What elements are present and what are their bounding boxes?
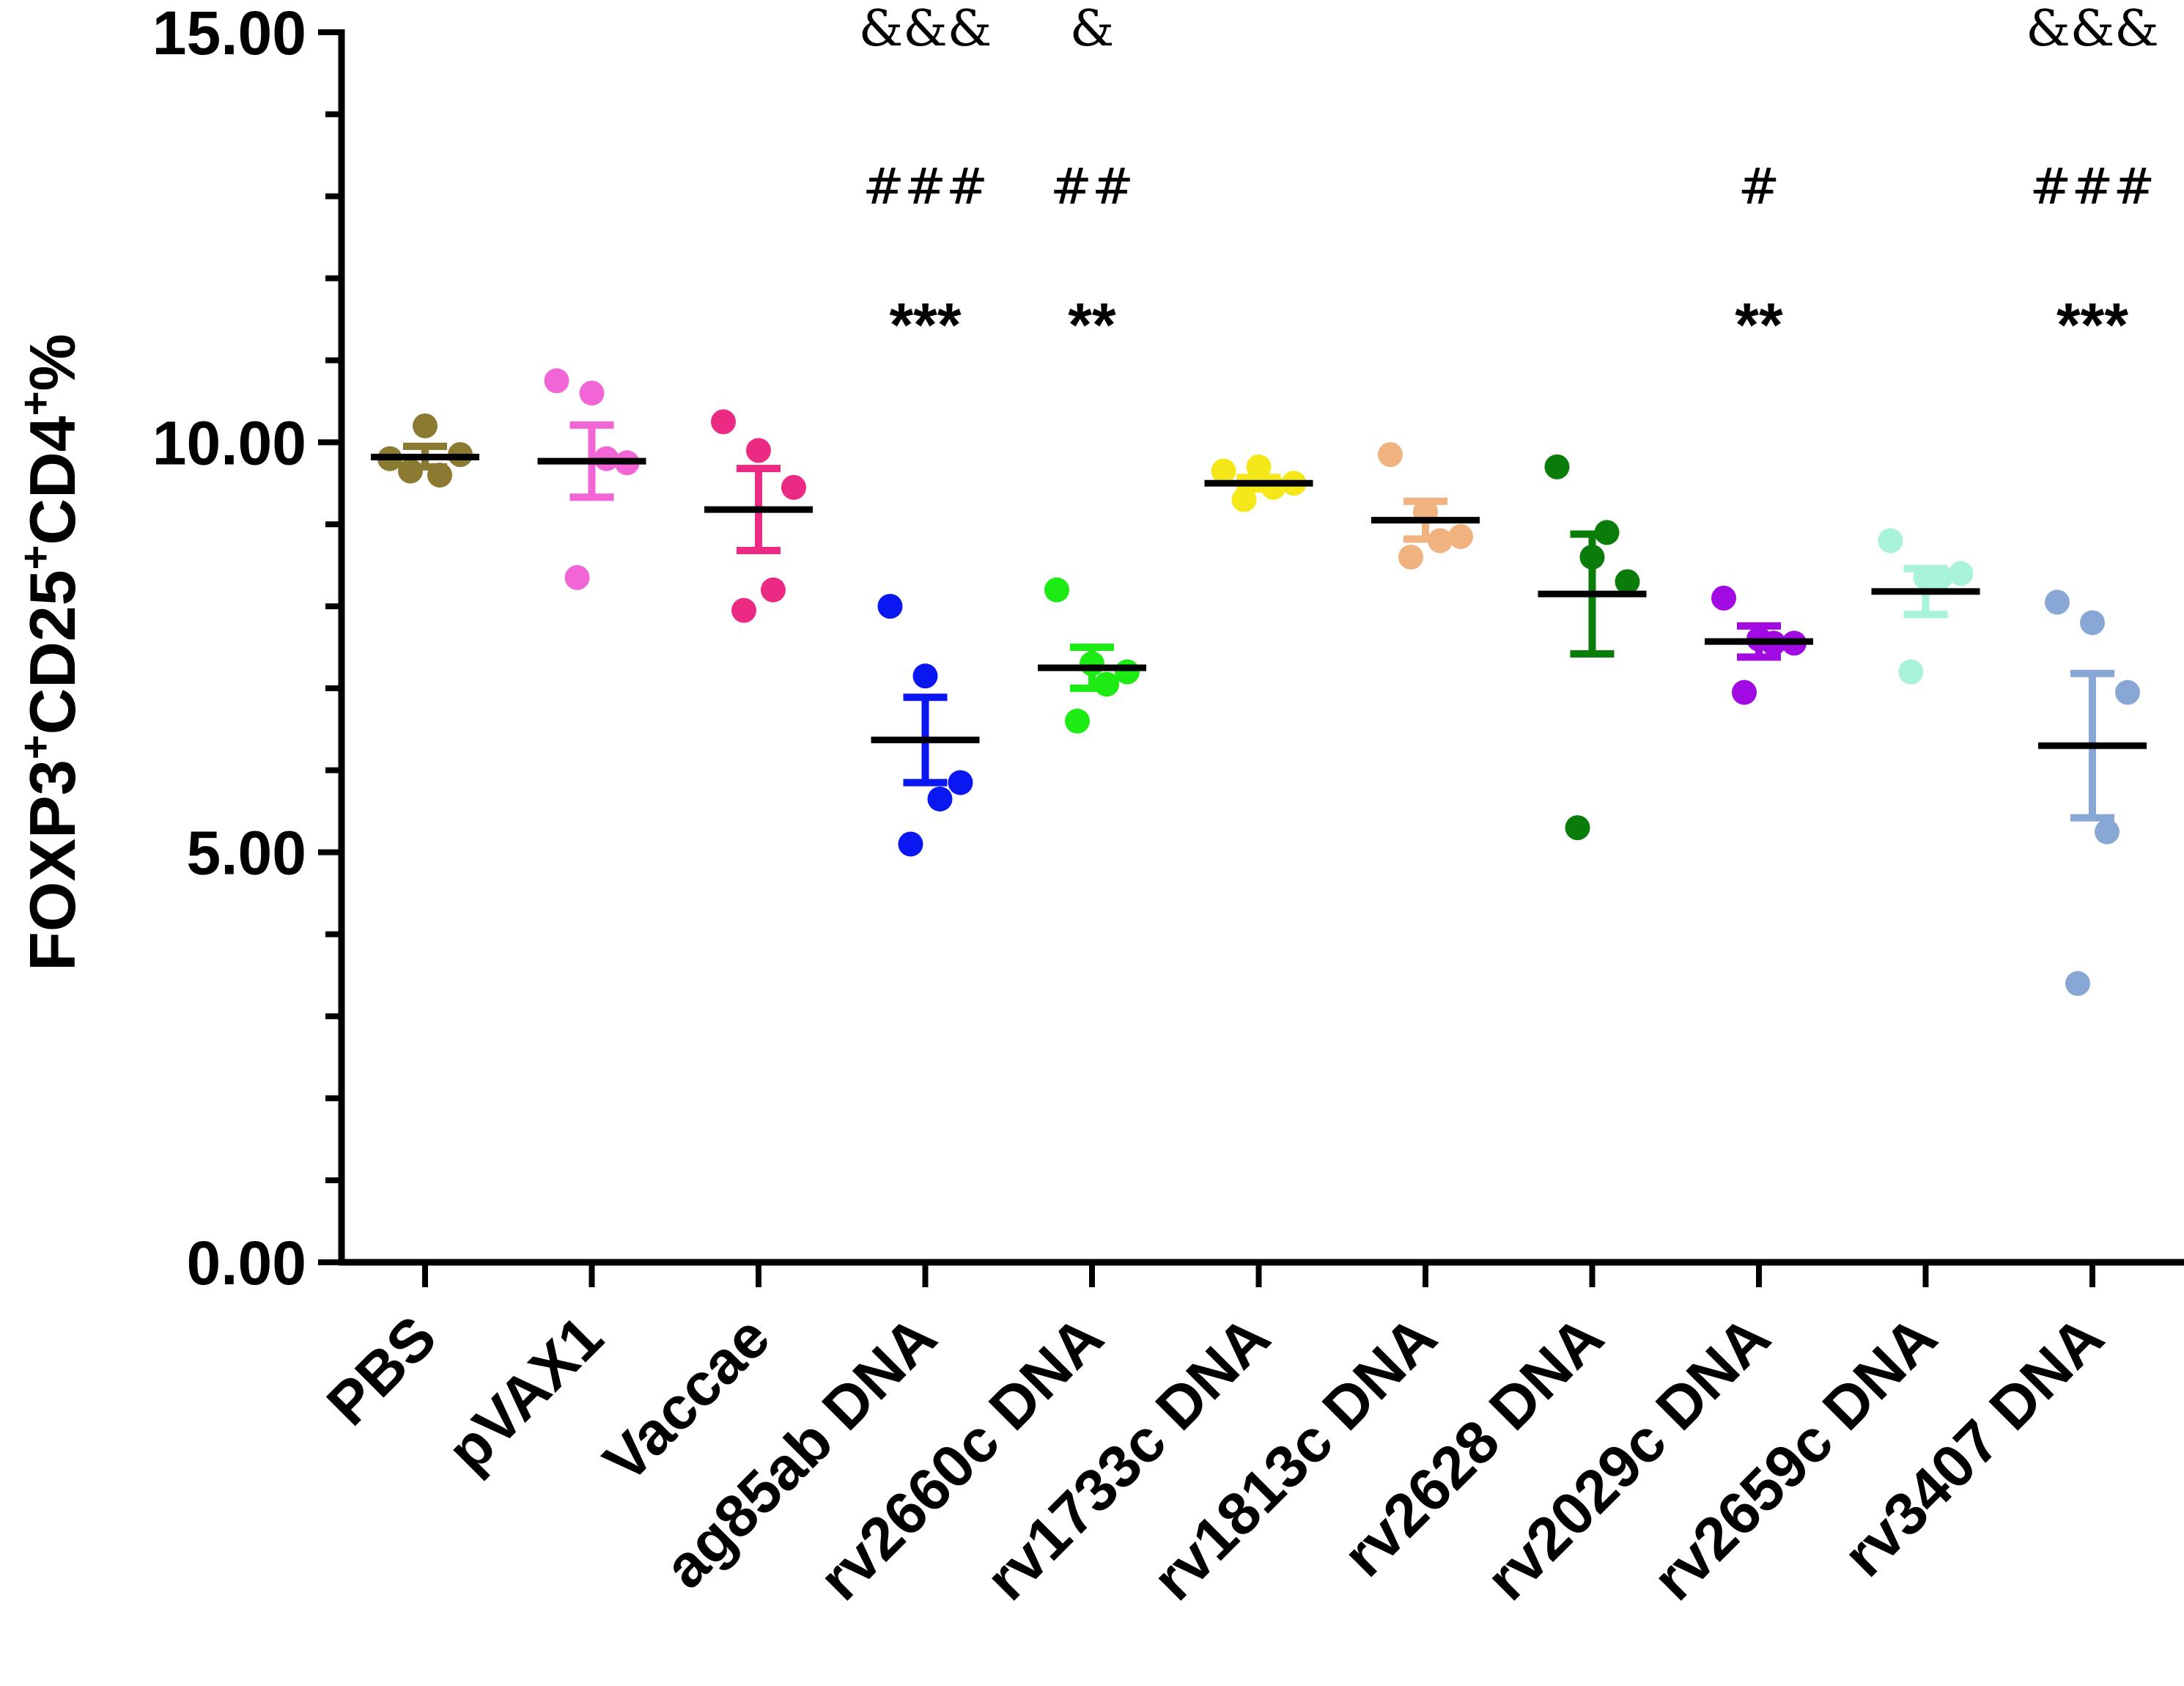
y-axis-title-sup: +	[12, 735, 59, 759]
data-point	[2080, 610, 2105, 636]
data-point	[1246, 454, 1272, 479]
annotation-star: ***	[889, 290, 961, 359]
data-point	[2115, 680, 2140, 705]
x-category-label: rv1733c DNA	[973, 1303, 1283, 1613]
data-points	[377, 368, 2140, 996]
y-axis-title-part: CD25	[16, 570, 89, 735]
data-point	[781, 474, 806, 500]
series-points	[544, 368, 640, 590]
annotation-star: ***	[2056, 290, 2128, 359]
data-point	[1398, 544, 1423, 570]
y-axis: 0.00 5.00 10.00 15.00	[152, 0, 345, 1297]
series-mean-sem	[1871, 564, 1980, 619]
series-mean-sem	[1371, 497, 1480, 543]
series-points	[2045, 589, 2140, 996]
series-mean-sem	[371, 442, 479, 471]
series-points	[877, 594, 973, 857]
mean-sem-bars	[371, 421, 2147, 822]
y-tick-label: 0.00	[187, 1229, 307, 1297]
series-mean-sem	[1538, 530, 1647, 658]
data-point	[579, 380, 605, 406]
series-mean-sem	[1705, 622, 1813, 661]
annotation-star: **	[1735, 290, 1783, 359]
y-axis-title-part: %	[16, 334, 89, 391]
x-category-label: pVAX1	[435, 1303, 616, 1484]
data-point	[1948, 561, 1974, 586]
series-points	[711, 409, 806, 623]
y-axis-title-part: FOXP3	[16, 759, 89, 971]
y-tick-label: 15.00	[152, 0, 306, 67]
data-point	[1711, 585, 1736, 611]
series-mean-sem	[871, 693, 980, 787]
series-mean-sem	[1038, 644, 1146, 692]
annotation-hash: ##	[1050, 158, 1134, 216]
data-point	[1094, 671, 1119, 697]
x-category-label: PBS	[314, 1303, 449, 1438]
data-point	[1878, 528, 1903, 553]
significance-annotations: &&& ### *** & ## ** # ** &&& ### ***	[859, 0, 2159, 359]
annotation-hash: ###	[2030, 158, 2155, 216]
data-point	[1898, 659, 1924, 685]
data-point	[1211, 458, 1236, 484]
data-point	[948, 770, 973, 795]
data-point	[1544, 454, 1570, 479]
data-point	[1065, 708, 1090, 734]
series-mean-sem	[704, 465, 813, 554]
data-point	[927, 786, 953, 811]
data-point	[912, 663, 938, 689]
data-point	[1732, 680, 1757, 705]
data-point	[564, 564, 590, 590]
annotation-hash: ###	[863, 158, 988, 216]
series-mean-sem	[537, 421, 646, 501]
y-axis-title-sup: +	[12, 545, 59, 570]
x-category-label: rv2660c DNA	[807, 1303, 1116, 1613]
y-tick-label: 5.00	[187, 819, 307, 888]
annotation-ampersand: &&&	[859, 0, 992, 58]
y-axis-label: FOXP3+CD25+CD4+%	[12, 334, 89, 971]
data-point	[1448, 523, 1473, 549]
x-category-label: rv1813c DNA	[1140, 1303, 1450, 1613]
annotation-ampersand: &	[1070, 0, 1115, 58]
annotation-star: **	[1068, 290, 1116, 359]
data-point	[413, 413, 438, 438]
data-point	[761, 577, 786, 603]
y-axis-title-sup: +	[12, 391, 59, 416]
data-point	[877, 594, 903, 619]
data-point	[544, 368, 569, 394]
data-point	[2095, 819, 2120, 844]
y-tick-label: 10.00	[152, 408, 306, 477]
annotation-hash: #	[1738, 158, 1780, 216]
data-point	[731, 597, 756, 623]
data-point	[711, 409, 736, 435]
data-point	[746, 438, 771, 463]
data-point	[398, 458, 423, 484]
data-point	[1044, 577, 1069, 603]
annotation-ampersand: &&&	[2026, 0, 2159, 58]
data-point	[1231, 487, 1257, 512]
data-point	[1565, 815, 1590, 841]
series-mean-sem	[1204, 474, 1313, 493]
y-axis-title-part: CD4	[16, 416, 89, 545]
data-point	[1615, 569, 1640, 594]
data-point	[898, 831, 923, 857]
y-axis-title: FOXP3+CD25+CD4+%	[12, 334, 89, 971]
data-point	[2065, 971, 2090, 996]
data-point	[1378, 442, 1403, 468]
x-category-label: rv2029c DNA	[1474, 1303, 1783, 1613]
x-category-label: rv2659c DNA	[1640, 1303, 1949, 1613]
data-point	[2045, 589, 2070, 615]
series-mean-sem	[2038, 669, 2147, 822]
